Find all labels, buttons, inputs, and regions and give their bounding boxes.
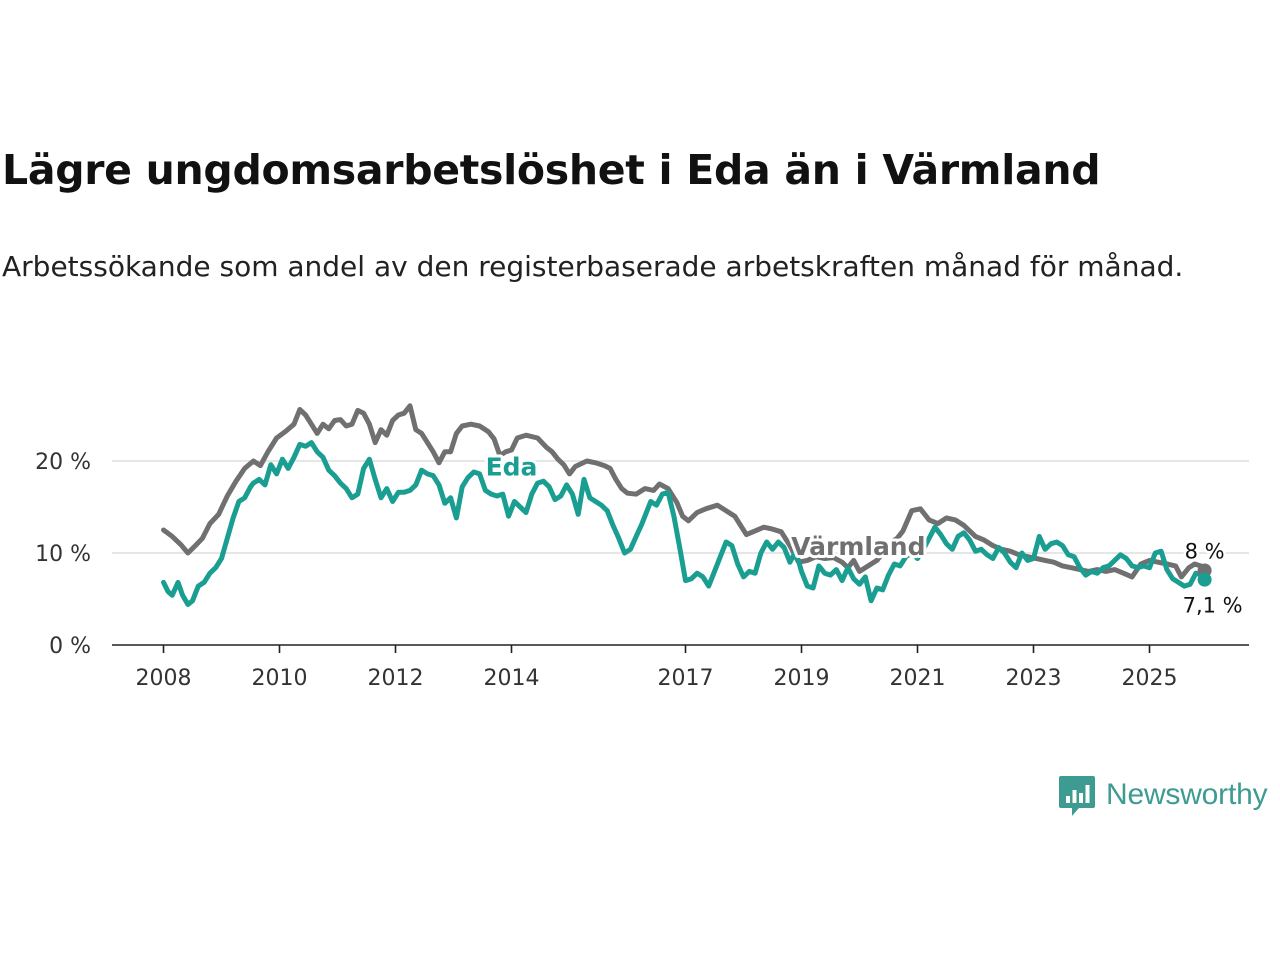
x-tick-label: 2023 [1006, 666, 1062, 691]
end-point-eda [1197, 572, 1212, 587]
x-tick-label: 2014 [484, 666, 540, 691]
series-line-eda [161, 440, 1208, 607]
label-layer: Värmland Eda 8 % 7,1 % [483, 450, 1246, 620]
x-tick-label: 2012 [368, 666, 424, 691]
end-value-label-värmland: 8 % [1185, 539, 1225, 563]
end-value-label-eda: 7,1 % [1183, 594, 1243, 618]
x-tick-label: 2021 [890, 666, 946, 691]
y-tick-label: 0 % [49, 634, 91, 659]
x-tick-label: 2010 [252, 666, 308, 691]
line-chart: 0 % 10 % 20 % 2008 2010 2012 2014 2017 2019 2021… [35, 403, 1249, 691]
y-axis-ticks: 0 % 10 % 20 % [35, 450, 91, 659]
x-tick-label: 2017 [658, 666, 714, 691]
series-name-label-eda: Eda [486, 453, 538, 482]
series-line-värmland [161, 403, 1208, 580]
x-axis-ticks: 2008 2010 2012 2014 2017 2019 2021 2023 2025 [136, 645, 1178, 691]
x-tick-label: 2008 [136, 666, 192, 691]
newsworthy-logo-icon [1059, 776, 1095, 816]
x-tick-label: 2019 [774, 666, 830, 691]
y-tick-label: 20 % [35, 450, 91, 475]
brand-name: Newsworthy [1106, 778, 1268, 811]
brand-logo[interactable]: Newsworthy [1058, 772, 1268, 818]
series-layer [161, 403, 1212, 607]
y-tick-label: 10 % [35, 542, 91, 567]
x-tick-label: 2025 [1122, 666, 1178, 691]
series-name-label-värmland: Värmland [791, 532, 925, 561]
chart-title: Lägre ungdomsarbetslöshet i Eda än i Vär… [2, 146, 1101, 194]
chart-subtitle: Arbetssökande som andel av den registerb… [2, 250, 1184, 283]
